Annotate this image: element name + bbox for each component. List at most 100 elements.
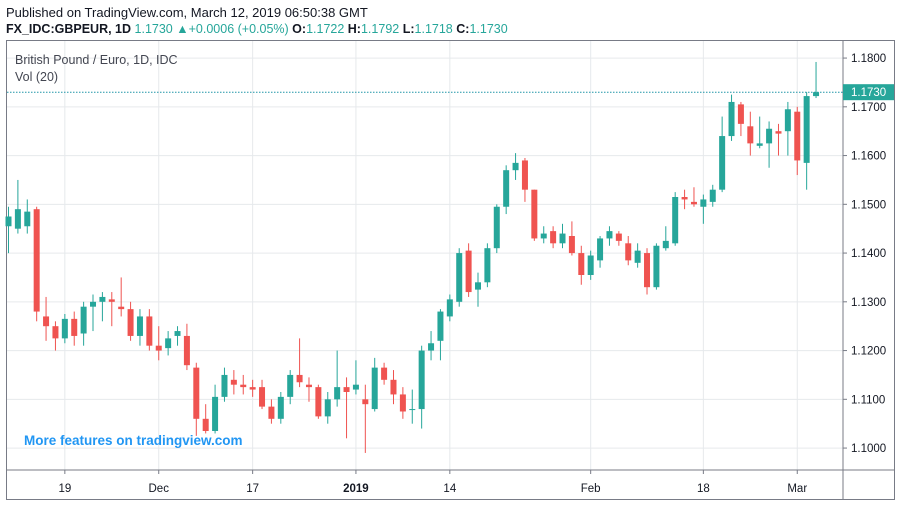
candle-body <box>437 311 444 341</box>
y-tick-label: 1.1600 <box>851 151 886 163</box>
candle-body <box>5 216 12 227</box>
candle-body <box>531 189 538 239</box>
candle-body <box>766 128 773 144</box>
candle-body <box>465 250 472 293</box>
candle-body <box>475 282 481 290</box>
y-tick-label: 1.1000 <box>851 443 886 455</box>
open-label: O: <box>292 22 307 36</box>
candle-body <box>108 299 115 302</box>
y-tick-label: 1.1800 <box>851 53 886 65</box>
chart-legend-title: British Pound / Euro, 1D, IDC <box>15 53 178 67</box>
candle-body <box>183 335 190 366</box>
candle-body <box>709 189 716 202</box>
candle-body <box>71 318 78 336</box>
candle-body <box>428 343 435 351</box>
chart-header: Published on TradingView.com, March 12, … <box>0 0 901 40</box>
candle-body <box>681 197 688 200</box>
candle-body <box>662 240 669 249</box>
candle-body <box>259 387 266 407</box>
chart-frame <box>6 40 895 500</box>
candle-body <box>719 136 726 190</box>
y-tick-label: 1.1100 <box>851 394 885 406</box>
candle-body <box>296 374 303 383</box>
low-label: L: <box>402 22 415 36</box>
candle-body <box>644 253 651 288</box>
y-tick-label: 1.1700 <box>851 102 886 114</box>
candle-body <box>568 236 575 254</box>
candle-body <box>813 92 820 97</box>
candle-body <box>381 367 388 380</box>
promo-link[interactable]: More features on tradingview.com <box>24 433 243 448</box>
candle-body <box>33 209 40 312</box>
candle-body <box>43 316 50 327</box>
candle-body <box>324 399 331 417</box>
candle-body <box>343 387 350 392</box>
candle-body <box>230 379 237 385</box>
x-tick-label: 17 <box>246 483 259 495</box>
candle-body <box>747 126 754 144</box>
candle-body <box>587 255 594 275</box>
candle-body <box>352 384 359 390</box>
candle-body <box>559 233 566 244</box>
y-tick-label: 1.1200 <box>851 346 886 358</box>
candle-body <box>690 201 697 205</box>
up-arrow-icon: ▲ <box>176 22 189 36</box>
candle-body <box>578 253 585 275</box>
candle-body <box>61 318 68 339</box>
candle-body <box>212 396 219 431</box>
candle-body <box>512 162 519 171</box>
candle-body <box>52 326 59 339</box>
candle-body <box>334 387 341 400</box>
candle-body <box>775 131 782 134</box>
candle-body <box>287 374 294 397</box>
high-label: H: <box>347 22 361 36</box>
candle-body <box>249 387 256 390</box>
candle-body <box>80 306 87 334</box>
x-tick-label: 14 <box>443 483 456 495</box>
candle-body <box>146 316 153 346</box>
candle-body <box>756 143 763 146</box>
y-tick-label: 1.1500 <box>851 199 886 211</box>
candle-body <box>268 406 275 419</box>
candle-body <box>550 231 557 244</box>
y-tick-label: 1.1400 <box>851 248 886 260</box>
y-tick-label: 1.1300 <box>851 297 886 309</box>
candle-body <box>803 96 810 163</box>
candle-body <box>446 299 453 317</box>
x-tick-label: 19 <box>58 483 71 495</box>
candle-body <box>672 197 679 244</box>
candle-body <box>634 250 641 263</box>
x-tick-label: Dec <box>149 483 170 495</box>
price-change: +0.0006 (+0.05%) <box>188 22 289 36</box>
candle-body <box>418 350 425 410</box>
last-price-tag <box>843 84 894 101</box>
candle-body <box>362 399 369 405</box>
candle-body <box>174 331 181 336</box>
candle-body <box>202 418 209 431</box>
close-label: C: <box>456 22 470 36</box>
candle-body <box>155 345 162 351</box>
candle-body <box>193 367 200 419</box>
last-price-tag-label: 1.1730 <box>851 87 886 99</box>
candle-body <box>784 109 791 132</box>
candle-body <box>484 248 491 283</box>
candle-body <box>118 306 125 310</box>
open-value: 1.1722 <box>306 22 345 36</box>
candle-body <box>315 387 322 417</box>
candle-body <box>136 316 143 336</box>
candle-body <box>737 104 744 124</box>
last-price: 1.1730 <box>134 22 173 36</box>
candle-body <box>653 245 660 288</box>
close-value: 1.1730 <box>469 22 508 36</box>
candle-body <box>127 309 134 336</box>
candle-body <box>221 374 228 397</box>
candle-body <box>99 296 106 302</box>
x-tick-label: 18 <box>697 483 710 495</box>
published-note: Published on TradingView.com, March 12, … <box>6 5 368 20</box>
candle-body <box>728 101 735 137</box>
x-tick-label: Feb <box>581 483 601 495</box>
candle-body <box>371 367 378 410</box>
candle-body <box>794 111 801 161</box>
candle-body <box>625 243 632 261</box>
